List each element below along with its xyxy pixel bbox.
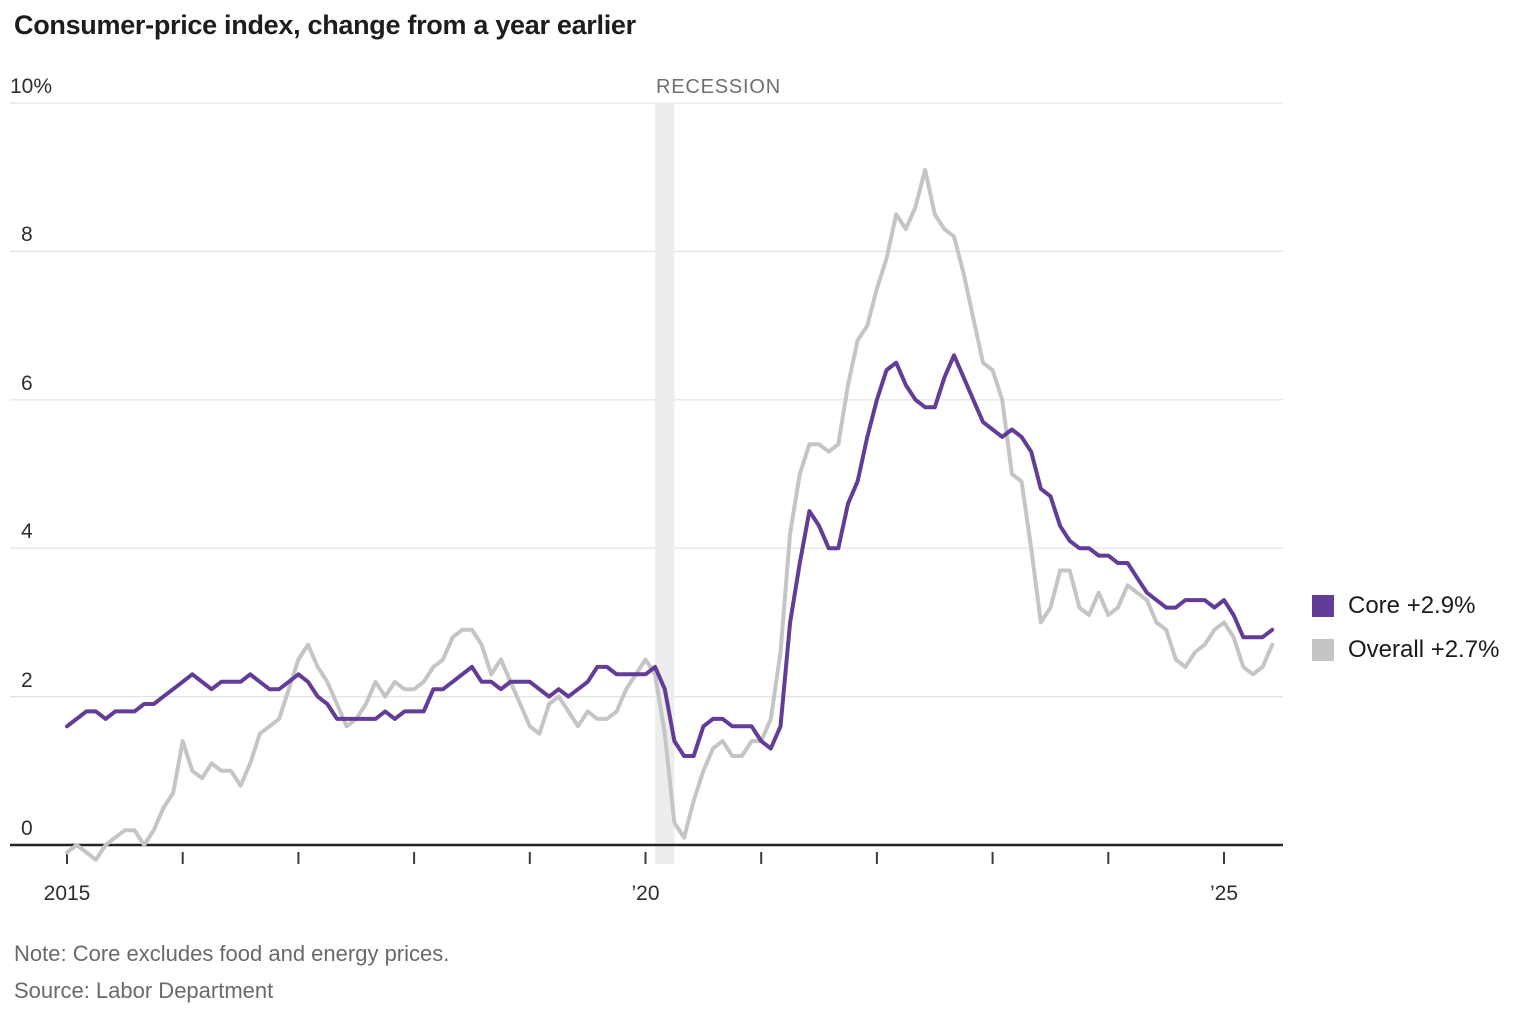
recession-annotation: RECESSION bbox=[656, 76, 782, 98]
x-axis-tick-label: 2015 bbox=[43, 882, 91, 905]
chart-source: Source: Labor Department bbox=[14, 978, 274, 1003]
gridlines bbox=[10, 102, 1283, 698]
legend-item-core: Core +2.9% bbox=[1312, 592, 1475, 620]
y-axis-tick-label: 6 bbox=[21, 371, 33, 395]
legend-label-core: Core +2.9% bbox=[1348, 592, 1476, 619]
overall-cpi-line bbox=[65, 167, 1275, 862]
overall-swatch-icon bbox=[1312, 639, 1334, 661]
y-axis-tick-label: 10% bbox=[10, 75, 53, 98]
core-cpi-line bbox=[65, 353, 1275, 758]
page-title: Consumer-price index, change from a year… bbox=[14, 10, 636, 40]
y-axis-tick-label: 0 bbox=[21, 817, 33, 840]
y-axis-tick-label: 2 bbox=[21, 668, 33, 692]
legend-item-overall: Overall +2.7% bbox=[1312, 636, 1499, 664]
x-axis-tick-label: ’20 bbox=[631, 882, 660, 905]
x-axis-tick-label: ’25 bbox=[1209, 882, 1239, 905]
x-axis-ticks bbox=[66, 852, 1225, 864]
legend-label-overall: Overall +2.7% bbox=[1348, 636, 1500, 663]
core-swatch-icon bbox=[1312, 595, 1334, 617]
y-axis-tick-label: 8 bbox=[21, 223, 33, 247]
y-axis-tick-label: 4 bbox=[21, 520, 33, 544]
chart-note: Note: Core excludes food and energy pric… bbox=[14, 941, 450, 966]
